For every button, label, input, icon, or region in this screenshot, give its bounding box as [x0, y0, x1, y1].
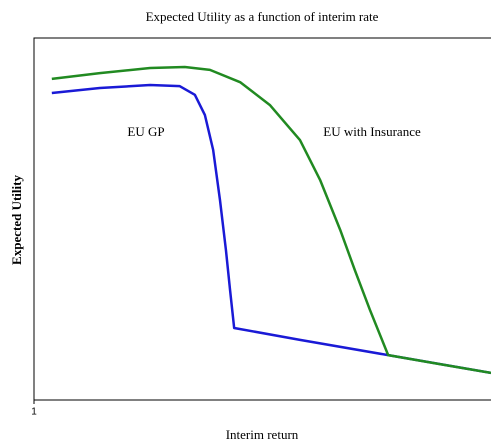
plot-frame [33, 37, 491, 401]
annotation: EU with Insurance [323, 124, 421, 139]
series-line [51, 83, 491, 375]
x-tick-label: 1 [31, 407, 37, 418]
chart-title: Expected Utility as a function of interi… [146, 9, 379, 24]
x-axis-label: Interim return [226, 427, 299, 442]
y-axis-label: Expected Utility [9, 175, 24, 265]
series-line [51, 65, 491, 375]
annotation: EU GP [127, 124, 164, 139]
